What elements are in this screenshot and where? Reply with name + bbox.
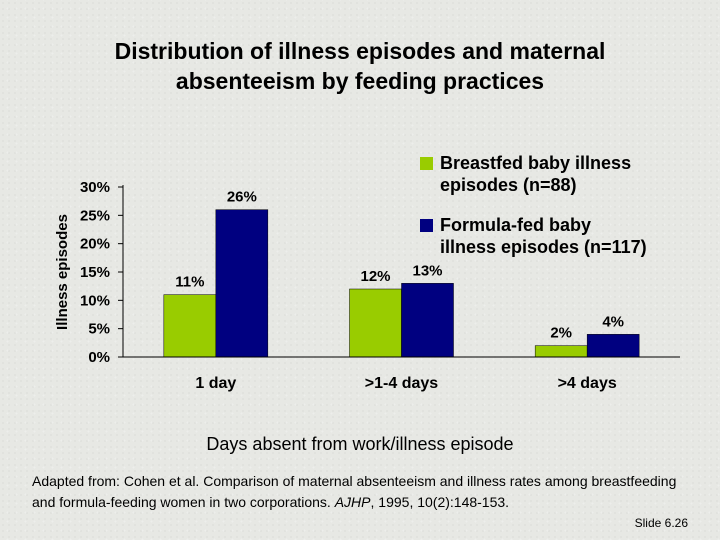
x-axis-title: Days absent from work/illness episode: [206, 434, 514, 454]
source-text-end: , 1995, 10(2):148-153.: [370, 494, 510, 510]
bar-formula-fed: [215, 209, 269, 358]
chart-title-line-2: absenteeism by feeding practices: [175, 68, 545, 94]
y-tick-label: 5%: [88, 321, 110, 338]
y-tick-label: 10%: [80, 292, 110, 309]
bar-formula-fed: [586, 334, 640, 358]
source-journal: AJHP: [334, 494, 371, 510]
y-tick-label: 25%: [80, 207, 110, 224]
bar-breastfed: [163, 294, 217, 358]
bar-value-label: 13%: [412, 262, 442, 279]
bar-breastfed: [534, 345, 588, 358]
bar-value-label: 2%: [550, 325, 572, 342]
bar-formula-fed: [401, 283, 454, 358]
legend-label-breastfed-line-1: Breastfed baby illness: [440, 153, 632, 173]
chart-title-line-1: Distribution of illness episodes and mat…: [114, 38, 606, 64]
y-axis-title: Illness episodes: [54, 214, 71, 330]
bar-value-label: 4%: [602, 313, 624, 330]
legend-label-formula-fed-line-2: illness episodes (n=117): [440, 237, 647, 257]
source-text: Adapted from: Cohen et al. Comparison of…: [32, 473, 677, 510]
legend-item-formula-fed: Formula-fed baby illness episodes (n=117…: [420, 214, 710, 258]
legend-label-formula-fed-line-1: Formula-fed baby: [440, 215, 592, 235]
legend-label-breastfed-line-2: episodes (n=88): [440, 175, 577, 195]
slide-number: Slide 6.26: [634, 516, 688, 530]
legend-swatch-formula-fed: [420, 219, 433, 232]
bar-value-label: 11%: [175, 274, 204, 291]
y-tick-label: 30%: [80, 179, 110, 196]
x-category-label: 1 day: [195, 375, 236, 392]
x-category-label: >1-4 days: [365, 375, 438, 392]
source-citation: Adapted from: Cohen et al. Comparison of…: [32, 471, 702, 513]
y-tick-label: 20%: [80, 236, 110, 253]
chart-title: Distribution of illness episodes and mat…: [40, 36, 680, 96]
y-tick-label: 0%: [88, 349, 110, 366]
y-tick-label: 15%: [80, 264, 110, 281]
legend-item-breastfed: Breastfed baby illness episodes (n=88): [420, 152, 710, 196]
bar-value-label: 26%: [227, 189, 257, 206]
legend-swatch-breastfed: [420, 157, 433, 170]
chart-legend: Breastfed baby illness episodes (n=88) F…: [420, 152, 710, 258]
bar-value-label: 12%: [360, 268, 390, 285]
bar-breastfed: [349, 288, 402, 358]
x-category-label: >4 days: [558, 375, 617, 392]
